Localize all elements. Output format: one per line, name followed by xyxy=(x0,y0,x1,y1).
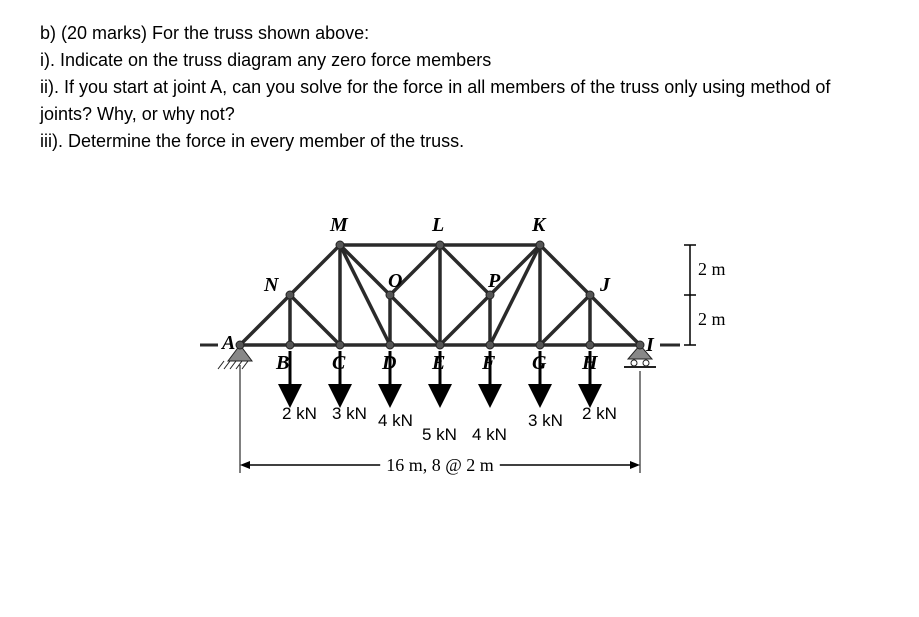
q-ii: ii). If you start at joint A, can you so… xyxy=(40,74,879,128)
svg-text:2 m: 2 m xyxy=(698,309,726,329)
svg-text:16 m, 8 @ 2 m: 16 m, 8 @ 2 m xyxy=(386,455,494,475)
svg-text:2 kN: 2 kN xyxy=(282,404,317,423)
svg-text:2 kN: 2 kN xyxy=(582,404,617,423)
question-block: b) (20 marks) For the truss shown above:… xyxy=(40,20,879,155)
svg-text:B: B xyxy=(275,352,289,374)
q-part: b) (20 marks) For the truss shown above: xyxy=(40,20,879,47)
truss-svg: ABCDEFGHINMOLPKJ2 kN3 kN4 kN5 kN4 kN3 kN… xyxy=(180,195,740,515)
svg-text:3 kN: 3 kN xyxy=(528,411,563,430)
svg-text:J: J xyxy=(599,274,611,296)
svg-text:K: K xyxy=(531,214,547,236)
svg-text:5 kN: 5 kN xyxy=(422,425,457,444)
svg-text:N: N xyxy=(263,274,280,296)
q-i: i). Indicate on the truss diagram any ze… xyxy=(40,47,879,74)
svg-text:L: L xyxy=(431,214,444,236)
svg-text:2 m: 2 m xyxy=(698,259,726,279)
svg-text:I: I xyxy=(645,334,655,356)
svg-text:P: P xyxy=(487,270,501,292)
svg-text:E: E xyxy=(431,352,445,374)
svg-text:A: A xyxy=(220,332,235,354)
truss-figure: ABCDEFGHINMOLPKJ2 kN3 kN4 kN5 kN4 kN3 kN… xyxy=(40,195,879,515)
svg-text:M: M xyxy=(329,214,349,236)
q-iii: iii). Determine the force in every membe… xyxy=(40,128,879,155)
svg-text:3 kN: 3 kN xyxy=(332,404,367,423)
svg-text:O: O xyxy=(388,270,402,292)
svg-text:4 kN: 4 kN xyxy=(472,425,507,444)
svg-text:4 kN: 4 kN xyxy=(378,411,413,430)
